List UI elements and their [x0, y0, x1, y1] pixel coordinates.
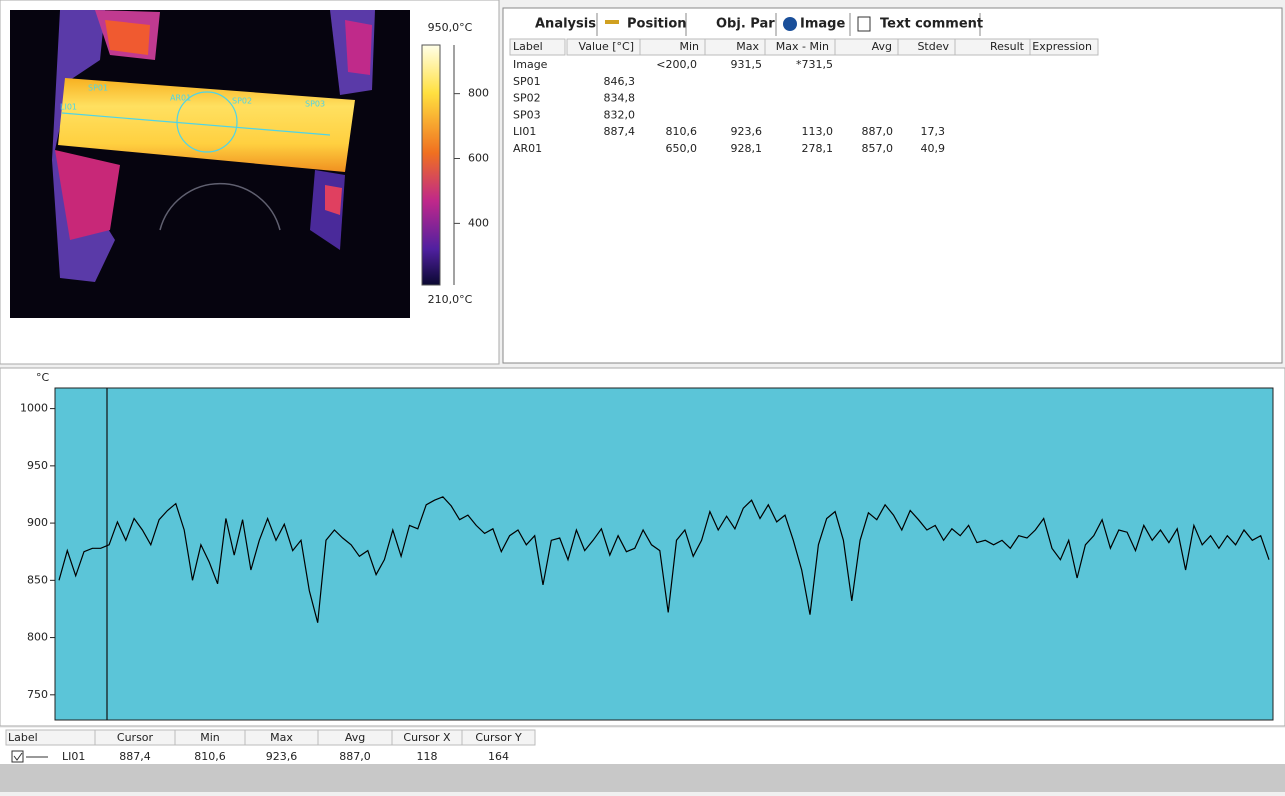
tab[interactable]: Obj. Par — [716, 17, 775, 32]
colorbar-tick-label: 800 — [468, 87, 489, 100]
screen: LI01 SP01 AR01 SP02 SP03 950,0°C 210,0°C 800 600… — [0, 0, 1285, 792]
column-header: Stdev — [917, 40, 949, 53]
column-header: Avg — [872, 40, 892, 53]
y-tick-label: 800 — [27, 631, 48, 644]
table-cell: SP02 — [513, 92, 541, 105]
table-cell: 17,3 — [921, 125, 946, 138]
table-cell: LI01 — [513, 125, 536, 138]
plot-area — [55, 388, 1273, 720]
table-cell: 923,6 — [731, 125, 763, 138]
table-cell: 278,1 — [802, 142, 834, 155]
column-header: Label — [513, 40, 543, 53]
column-header: Cursor X — [403, 731, 451, 744]
tab[interactable]: Analysis — [535, 17, 596, 32]
column-header: Min — [679, 40, 699, 53]
table-cell: 928,1 — [731, 142, 763, 155]
table-cell: 832,0 — [604, 108, 636, 121]
table-cell: AR01 — [513, 142, 542, 155]
table-cell: 857,0 — [862, 142, 894, 155]
tab[interactable]: Position — [627, 17, 687, 32]
colorbar-tick-label: 600 — [468, 152, 489, 165]
column-header: Cursor Y — [475, 731, 522, 744]
column-header: Label — [8, 731, 38, 744]
y-tick-label: 1000 — [20, 402, 48, 415]
table-cell: 40,9 — [921, 142, 946, 155]
table-cell: 118 — [417, 750, 438, 763]
y-tick-label: 900 — [27, 516, 48, 529]
column-header: Max — [736, 40, 759, 53]
overlay-label: SP02 — [232, 97, 252, 106]
colorbar-min-label: 210,0°C — [428, 293, 473, 306]
y-tick-label: 950 — [27, 459, 48, 472]
table-cell: SP03 — [513, 108, 541, 121]
table-cell: <200,0 — [656, 58, 697, 71]
table-cell: 810,6 — [666, 125, 698, 138]
table-cell: 846,3 — [604, 75, 636, 88]
table-cell: 810,6 — [194, 750, 226, 763]
table-cell: 887,4 — [604, 125, 636, 138]
table-cell: 887,0 — [339, 750, 371, 763]
table-cell: 887,4 — [119, 750, 151, 763]
column-header: Max — [270, 731, 293, 744]
analysis-panel — [503, 8, 1282, 363]
overlay-label: SP01 — [88, 84, 108, 93]
column-header: Value [°C] — [579, 40, 634, 53]
row-label: LI01 — [62, 750, 85, 763]
table-cell: 923,6 — [266, 750, 298, 763]
table-cell: 164 — [488, 750, 509, 763]
tab[interactable]: Image — [800, 17, 845, 32]
thermal-image — [10, 10, 454, 318]
page: LI01 SP01 AR01 SP02 SP03 950,0°C 210,0°C 800 600… — [0, 0, 1285, 796]
y-tick-label: 750 — [27, 688, 48, 701]
table-cell: 650,0 — [666, 142, 698, 155]
overlay-label: LI01 — [60, 103, 77, 112]
tab[interactable]: Text comment — [880, 17, 983, 32]
column-header: Result — [990, 40, 1025, 53]
table-cell: Image — [513, 58, 548, 71]
table-cell: 113,0 — [802, 125, 834, 138]
column-header: Avg — [345, 731, 365, 744]
table-cell: SP01 — [513, 75, 541, 88]
column-header: Cursor — [117, 731, 154, 744]
y-tick-label: 850 — [27, 573, 48, 586]
column-header: Expression — [1032, 40, 1092, 53]
checkbox[interactable] — [12, 751, 23, 762]
table-cell: 931,5 — [731, 58, 763, 71]
colorbar-tick-label: 400 — [468, 216, 489, 229]
table-cell: 834,8 — [604, 92, 636, 105]
table-cell: 887,0 — [862, 125, 894, 138]
overlay-label: AR01 — [170, 94, 191, 103]
column-header: Max - Min — [776, 40, 829, 53]
table-cell: *731,5 — [796, 58, 833, 71]
column-header: Min — [200, 731, 220, 744]
y-axis-label: °C — [36, 371, 50, 384]
overlay-label: SP03 — [305, 100, 325, 109]
colorbar-max-label: 950,0°C — [428, 21, 473, 34]
